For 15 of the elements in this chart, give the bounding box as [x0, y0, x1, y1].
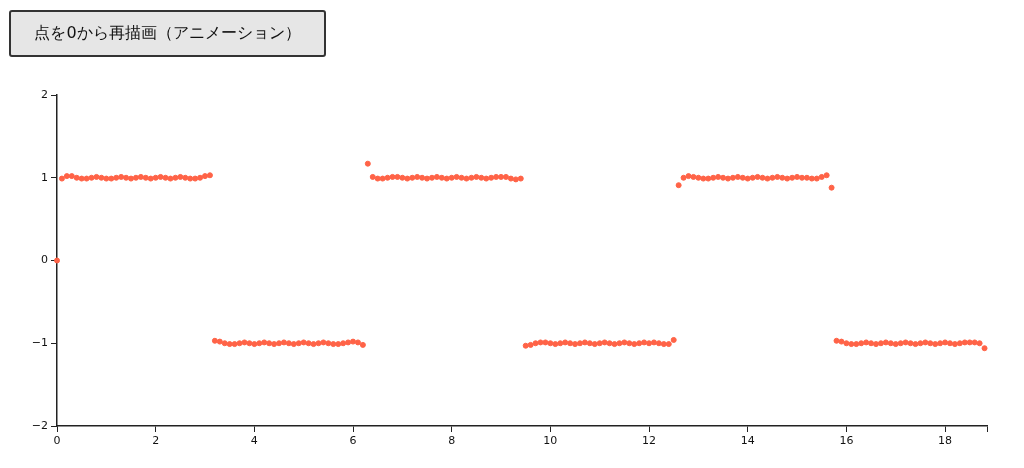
x-tick-label: 12: [642, 434, 657, 448]
x-tick-label: 18: [938, 434, 953, 448]
y-tick-label: 2: [41, 87, 48, 101]
x-tick-label: 10: [543, 434, 558, 448]
x-tick-label: 2: [152, 434, 160, 448]
x-tick-label: 6: [349, 434, 357, 448]
x-tick-label: 0: [53, 434, 61, 448]
x-tick-label: 8: [448, 434, 456, 448]
x-tick-label: 4: [250, 434, 258, 448]
x-tick-label: 16: [839, 434, 854, 448]
y-tick-label: 0: [41, 253, 48, 267]
y-tick-label: −1: [31, 336, 48, 350]
x-tick-label: 14: [740, 434, 755, 448]
y-tick-label: −2: [31, 418, 48, 432]
y-tick-label: 1: [41, 170, 48, 184]
